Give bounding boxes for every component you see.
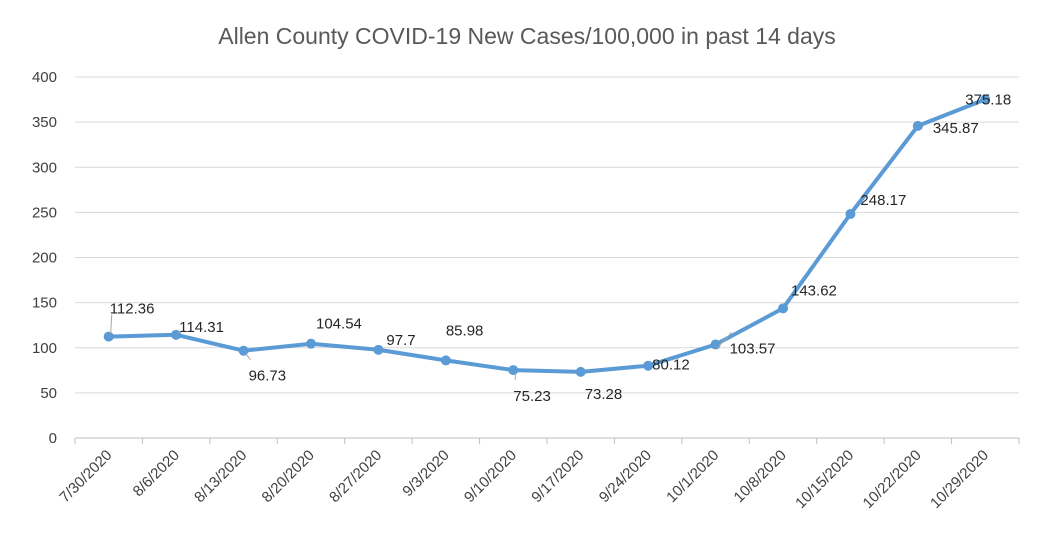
data-point [912,120,923,131]
y-axis-ticks: 0 50 100 150 200 250 300 350 400 [32,69,57,447]
y-tick-label: 0 [49,430,57,447]
y-tick-label: 150 [32,295,57,312]
data-label: 104.54 [316,316,362,333]
y-tick-label: 350 [32,114,57,131]
x-tick-label: 8/6/2020 [130,447,183,500]
data-point [373,344,384,355]
x-tick-label: 10/8/2020 [731,447,790,506]
data-labels: 112.36 114.31 96.73 104.54 97.7 85.98 75.23 73.… [110,91,1011,405]
x-tick-label: 10/29/2020 [927,447,992,512]
data-label: 112.36 [110,301,155,318]
x-tick-label: 8/13/2020 [191,447,250,506]
x-tick-label: 9/3/2020 [399,447,452,500]
data-label: 85.98 [446,322,484,339]
data-point [575,366,586,377]
data-label: 103.57 [730,341,776,358]
data-label: 248.17 [860,192,906,209]
data-label: 73.28 [585,386,623,403]
data-point [103,331,114,342]
y-tick-label: 100 [32,340,57,357]
data-point [508,365,519,376]
label-leader [110,314,113,334]
data-point [710,339,721,350]
series [103,94,991,377]
data-point [440,355,451,366]
data-label: 345.87 [933,120,979,137]
data-point [980,94,991,105]
data-point [778,303,788,314]
data-label: 375.18 [965,91,1011,108]
label-leader [245,353,251,361]
y-tick-label: 200 [32,250,57,267]
data-point [238,345,249,356]
data-point [643,360,654,371]
data-point [306,338,316,349]
chart-title: Allen County COVID-19 New Cases/100,000 … [218,23,836,49]
x-tick-label: 9/24/2020 [596,447,655,506]
data-label: 114.31 [179,319,224,336]
y-tick-label: 400 [32,69,57,86]
y-tick-label: 250 [32,204,57,221]
x-tick-label: 8/20/2020 [259,447,318,506]
label-leader [177,331,182,334]
x-tick-label: 10/1/2020 [663,447,722,506]
data-label: 96.73 [249,368,287,385]
x-tick-label: 9/10/2020 [461,447,520,506]
x-tick-label: 10/22/2020 [860,447,925,512]
x-tick-label: 8/27/2020 [326,447,385,506]
data-label: 80.12 [652,357,690,374]
data-label: 143.62 [791,282,837,299]
x-axis: 7/30/2020 8/6/2020 8/13/2020 8/20/2020 8/27/… [56,437,1020,512]
data-point [845,209,856,220]
x-tick-label: 7/30/2020 [56,447,115,506]
data-label: 75.23 [513,388,551,405]
label-leader [717,332,732,348]
data-label: 97.7 [386,332,415,349]
x-tick-label: 10/15/2020 [792,447,857,512]
y-tick-label: 300 [32,159,57,176]
y-tick-label: 50 [40,385,57,402]
x-tick-label: 9/17/2020 [528,447,587,506]
series-line [106,97,988,374]
